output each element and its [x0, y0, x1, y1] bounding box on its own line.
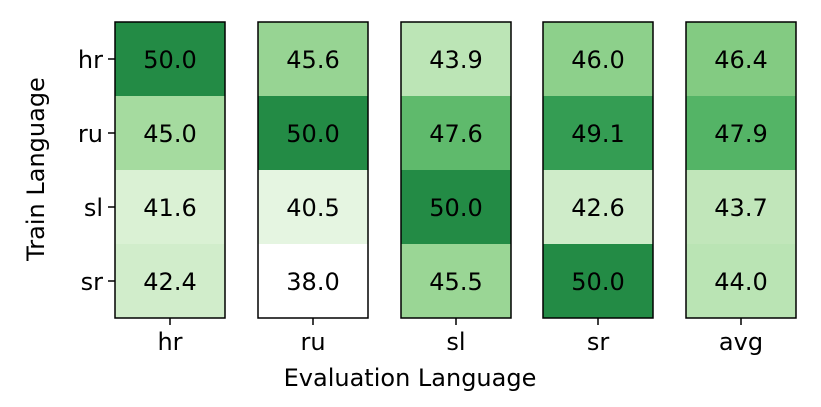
- heatmap-cell: [115, 96, 225, 170]
- cell-value-label: 45.6: [286, 46, 339, 74]
- heatmap-panel-sl: 43.9 47.6 50.0 45.5: [400, 21, 512, 319]
- x-tick-label: sr: [587, 328, 610, 356]
- x-axis-ticks: hr ru sl sr avg: [157, 318, 763, 356]
- cell-value-label: 50.0: [571, 268, 624, 296]
- heatmap-cell: [543, 244, 653, 318]
- cell-value-label: 46.0: [571, 46, 624, 74]
- cell-value-label: 41.6: [143, 194, 196, 222]
- cell-value-label: 44.0: [714, 268, 767, 296]
- cell-value-label: 47.6: [429, 120, 482, 148]
- heatmap-cell: [258, 96, 368, 170]
- heatmap-cell: [401, 22, 511, 96]
- y-axis-ticks: hr ru sl sr: [78, 46, 115, 296]
- y-tick-label: hr: [78, 46, 103, 74]
- y-axis-title: Train Language: [22, 77, 50, 262]
- x-tick-label: avg: [719, 328, 763, 356]
- cell-value-label: 50.0: [429, 194, 482, 222]
- cell-value-label: 42.6: [571, 194, 624, 222]
- y-tick-label: ru: [78, 120, 103, 148]
- heatmap-cell: [258, 22, 368, 96]
- cell-value-label: 45.5: [429, 268, 482, 296]
- x-tick-label: sl: [446, 328, 465, 356]
- cell-value-label: 45.0: [143, 120, 196, 148]
- heatmap-cell: [686, 244, 796, 318]
- cell-value-label: 50.0: [143, 46, 196, 74]
- heatmap-cell: [115, 170, 225, 244]
- heatmap-cell: [258, 244, 368, 318]
- cell-value-label: 50.0: [286, 120, 339, 148]
- x-axis-title: Evaluation Language: [284, 364, 537, 392]
- cell-value-label: 43.9: [429, 46, 482, 74]
- cell-value-label: 43.7: [714, 194, 767, 222]
- cell-value-label: 49.1: [571, 120, 624, 148]
- heatmap-cell: [115, 22, 225, 96]
- heatmap-cell: [543, 170, 653, 244]
- heatmap-cell: [686, 22, 796, 96]
- y-tick-label: sl: [84, 194, 103, 222]
- heatmap-panel-ru: 45.6 50.0 40.5 38.0: [257, 21, 369, 319]
- heatmap-cell: [401, 244, 511, 318]
- heatmap-cell: [258, 170, 368, 244]
- x-tick-label: ru: [300, 328, 325, 356]
- x-tick-label: hr: [157, 328, 182, 356]
- heatmap-cell: [115, 244, 225, 318]
- cell-value-label: 47.9: [714, 120, 767, 148]
- heatmap-panel-sr: 46.0 49.1 42.6 50.0: [542, 21, 654, 319]
- heatmap-cell: [401, 170, 511, 244]
- cell-value-label: 38.0: [286, 268, 339, 296]
- cell-value-label: 40.5: [286, 194, 339, 222]
- heatmap-panel-hr: 50.0 45.0 41.6 42.4: [114, 21, 226, 319]
- heatmap-cell: [543, 22, 653, 96]
- heatmap-cell: [686, 96, 796, 170]
- heatmap-panels: 50.0 45.0 41.6 42.4 45.6 50.0 40.5 38.0 43.9 47.6…: [114, 21, 797, 319]
- heatmap-panel-avg: 46.4 47.9 43.7 44.0: [685, 21, 797, 319]
- heatmap-cell: [543, 96, 653, 170]
- heatmap-cell: [686, 170, 796, 244]
- y-tick-label: sr: [81, 268, 104, 296]
- cell-value-label: 42.4: [143, 268, 196, 296]
- cell-value-label: 46.4: [714, 46, 767, 74]
- heatmap-cell: [401, 96, 511, 170]
